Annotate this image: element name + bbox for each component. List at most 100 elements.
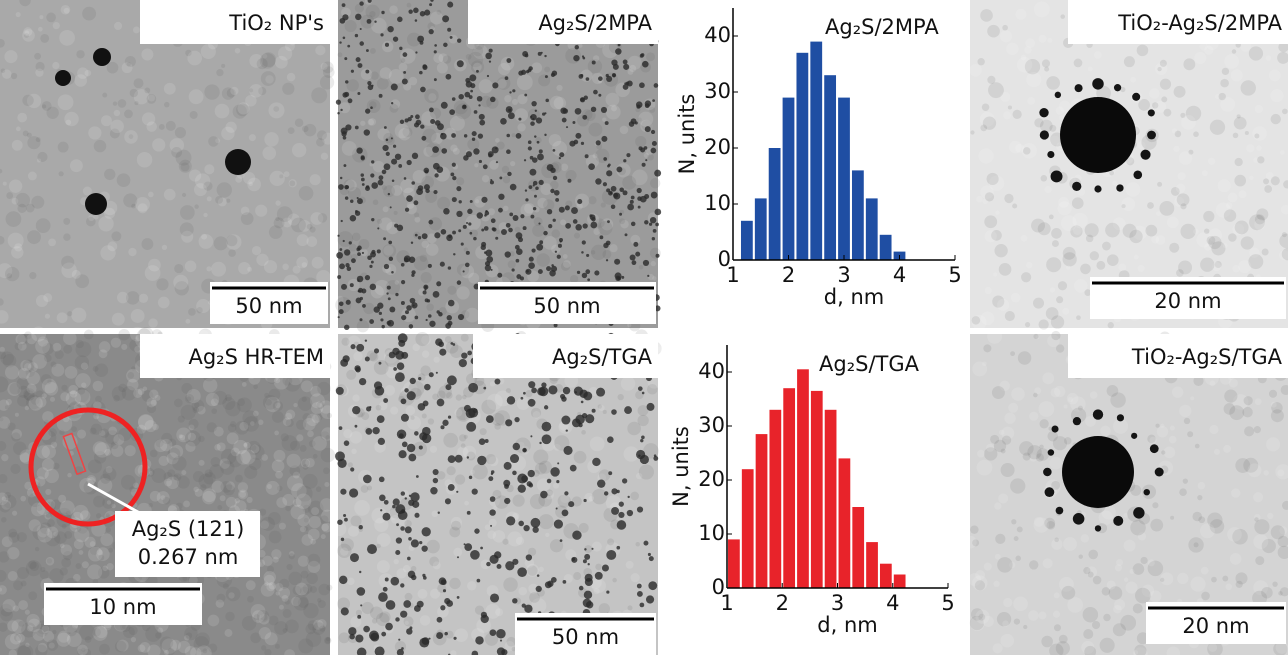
texture <box>6 192 13 199</box>
particle <box>428 220 433 225</box>
particle <box>383 513 391 521</box>
texture <box>173 275 188 290</box>
texture <box>1244 396 1253 405</box>
texture <box>984 215 997 228</box>
particle <box>398 639 400 641</box>
texture <box>95 626 107 638</box>
texture <box>29 272 36 279</box>
texture <box>15 334 26 345</box>
texture <box>61 558 71 568</box>
texture <box>1126 582 1138 594</box>
texture <box>302 126 308 132</box>
particle <box>586 601 593 608</box>
particle <box>444 632 448 636</box>
texture <box>10 464 20 474</box>
texture <box>133 389 142 398</box>
particle <box>538 223 540 225</box>
particle <box>411 274 414 277</box>
texture <box>1063 247 1076 260</box>
particle <box>506 516 515 525</box>
particle <box>574 140 579 145</box>
texture <box>1088 66 1093 71</box>
texture <box>407 201 414 208</box>
texture <box>451 521 461 531</box>
texture <box>48 238 56 246</box>
texture <box>1269 390 1277 398</box>
particle <box>366 49 369 52</box>
texture <box>99 644 110 655</box>
texture <box>1067 393 1079 405</box>
texture <box>1231 488 1240 497</box>
particle <box>575 108 582 115</box>
texture <box>518 587 527 596</box>
texture <box>76 563 82 569</box>
texture <box>350 431 363 444</box>
particle <box>563 580 567 584</box>
particle <box>429 3 432 6</box>
texture <box>1140 557 1147 564</box>
particle <box>606 590 609 593</box>
particle <box>1039 108 1048 117</box>
texture <box>1223 445 1231 453</box>
texture <box>997 557 1012 572</box>
particle <box>339 41 341 43</box>
texture <box>93 366 99 372</box>
texture <box>550 181 559 190</box>
texture <box>1047 38 1052 43</box>
particle <box>582 115 587 120</box>
texture <box>455 474 465 484</box>
texture <box>1178 260 1192 274</box>
texture <box>1210 120 1225 135</box>
texture <box>1234 117 1247 130</box>
texture <box>592 489 608 505</box>
texture <box>264 132 278 146</box>
particle <box>452 231 456 235</box>
particle <box>600 235 604 239</box>
texture <box>189 89 204 104</box>
particle <box>526 270 529 273</box>
texture <box>217 442 226 451</box>
particle <box>472 131 477 136</box>
texture <box>1172 128 1177 133</box>
texture <box>426 540 440 554</box>
texture <box>141 49 153 61</box>
particle <box>425 170 429 174</box>
texture <box>361 412 369 420</box>
texture <box>129 626 138 635</box>
texture <box>394 559 399 564</box>
particle <box>478 133 483 138</box>
texture <box>1282 109 1288 115</box>
texture <box>629 65 636 72</box>
texture <box>127 372 134 379</box>
texture <box>71 426 77 432</box>
particle <box>575 133 581 139</box>
particle <box>651 192 658 199</box>
texture <box>214 236 228 250</box>
texture <box>1041 175 1048 182</box>
particle <box>420 124 424 128</box>
particle <box>490 629 497 636</box>
particle <box>568 501 574 507</box>
particle <box>645 126 651 132</box>
particle <box>365 339 367 341</box>
texture <box>114 110 120 116</box>
particle <box>391 159 397 165</box>
particle <box>528 470 535 477</box>
particle <box>453 253 455 255</box>
particle <box>583 223 588 228</box>
texture <box>164 83 176 95</box>
particle <box>341 607 349 615</box>
particle <box>477 579 481 583</box>
texture <box>67 311 72 316</box>
particle <box>424 10 430 16</box>
texture <box>271 549 281 559</box>
texture <box>1180 203 1186 209</box>
particle <box>549 270 555 276</box>
texture <box>422 129 436 143</box>
texture <box>1025 322 1030 327</box>
particle <box>636 101 642 107</box>
particle <box>407 444 416 453</box>
texture <box>1145 225 1157 237</box>
texture <box>237 398 245 406</box>
texture <box>998 493 1008 503</box>
